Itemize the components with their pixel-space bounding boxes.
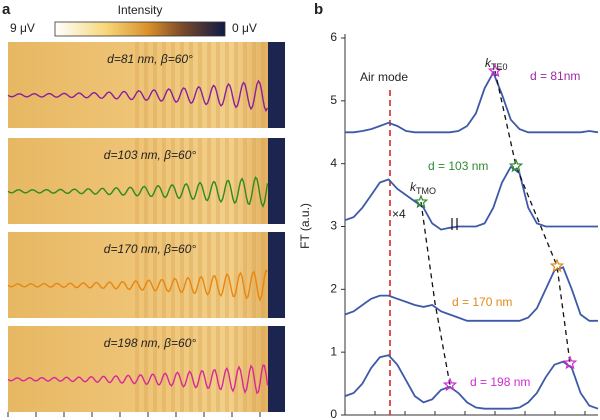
x-axis-ticks-a <box>7 412 261 417</box>
peak-star <box>487 63 503 78</box>
y-tick-label: 2 <box>330 282 337 296</box>
y-tick-label: 4 <box>330 156 337 170</box>
peak-star <box>442 377 458 392</box>
peak-star <box>549 258 565 273</box>
annotation-text: d = 198 nm <box>470 375 530 389</box>
annotation: Air mode <box>360 70 408 84</box>
near-field-trace <box>7 269 268 302</box>
image-label: d=170 nm, β=60° <box>104 242 197 256</box>
fringe-pattern <box>130 326 270 412</box>
panel-label: b <box>314 1 323 18</box>
y-tick-label: 0 <box>330 407 337 420</box>
annotation: d = 198 nm <box>470 375 530 389</box>
annotation-text: d = 81nm <box>530 69 580 83</box>
sample-edge <box>268 326 285 412</box>
break-mark <box>451 218 458 230</box>
colorbar-title: Intensity <box>118 3 163 17</box>
annotation: d = 170 nm <box>452 295 512 309</box>
annotation-subscript: TMO <box>416 186 436 196</box>
y-axis-label: FT (a.u.) <box>298 203 312 249</box>
spectrum-line <box>344 354 599 410</box>
annotation: ×4 <box>392 207 406 221</box>
y-tick-label: 3 <box>330 219 337 233</box>
spectrum-line <box>344 165 598 231</box>
fringe-pattern <box>130 232 270 318</box>
mode-track <box>494 70 571 364</box>
sample-edge <box>268 232 285 318</box>
y-tick-label: 5 <box>330 93 337 107</box>
sample-edge <box>268 42 285 128</box>
annotation-subscript: TE0 <box>491 62 508 72</box>
panel-label: a <box>2 1 11 18</box>
annotation-text: Air mode <box>360 70 408 84</box>
fringe-pattern <box>130 138 270 224</box>
image-label: d=198 nm, β=60° <box>104 336 197 350</box>
annotation-text: d = 170 nm <box>452 295 512 309</box>
colorbar-label: 9 μV <box>10 21 35 35</box>
spectrum-line <box>345 70 599 134</box>
mode-track <box>420 201 451 386</box>
y-tick-label: 1 <box>330 344 337 358</box>
peak-star <box>413 194 429 209</box>
panel-a: d=81 nm, β=60° d=103 nm, β=60° d=170 nm, β… <box>7 42 285 412</box>
peak-star <box>562 355 578 370</box>
spectrum-line <box>344 266 598 322</box>
annotation-text: ×4 <box>392 207 406 221</box>
peak-star <box>508 158 524 173</box>
sample-edge <box>268 138 285 224</box>
fringe-pattern <box>130 42 270 128</box>
annotation: kTMO <box>410 180 436 196</box>
y-tick-label: 6 <box>330 30 337 44</box>
near-field-trace <box>7 176 269 208</box>
annotation: d = 103 nm <box>428 159 488 173</box>
annotation-text: k <box>410 180 417 194</box>
annotation: kTE0 <box>485 56 508 72</box>
image-label: d=81 nm, β=60° <box>107 52 193 66</box>
near-field-trace <box>7 364 269 395</box>
near-field-trace <box>7 79 269 113</box>
image-label: d=103 nm, β=60° <box>104 148 197 162</box>
colorbar <box>54 21 226 37</box>
colorbar-label: 0 μV <box>232 21 257 35</box>
annotation-text: k <box>485 56 492 70</box>
annotation: d = 81nm <box>530 69 580 83</box>
annotation-text: d = 103 nm <box>428 159 488 173</box>
